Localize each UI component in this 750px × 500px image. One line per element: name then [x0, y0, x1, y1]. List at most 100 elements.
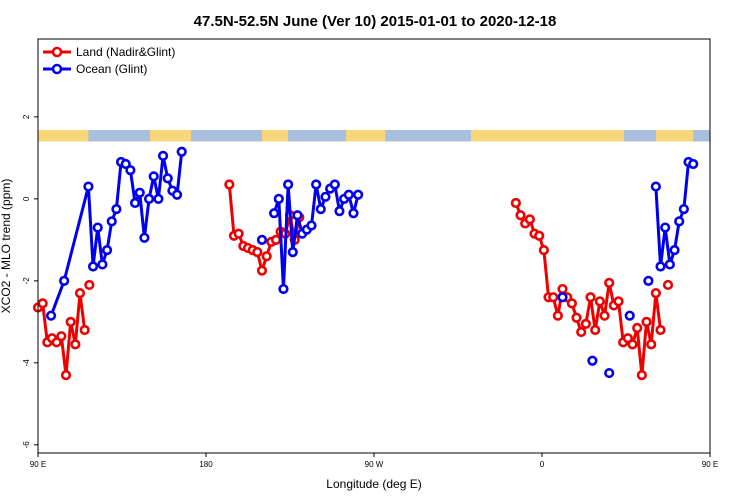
land-data-point [515, 210, 526, 221]
land-data-point [590, 324, 601, 336]
ocean-data-point [162, 173, 173, 184]
land-data-point [594, 296, 605, 307]
land-data-point [252, 247, 263, 258]
ocean-data-point [669, 244, 680, 256]
ocean-data-point [134, 187, 145, 198]
land-data-point [37, 298, 48, 309]
ocean-data-point [139, 232, 150, 243]
ocean-data-point [87, 261, 99, 272]
y-tick-label: 2 [22, 114, 31, 119]
legend-land-marker [51, 46, 63, 58]
y-axis-label: XCO2 - MLO trend (ppm) [0, 179, 13, 314]
ocean-data-point [660, 222, 671, 233]
ocean-data-point [292, 210, 303, 221]
ocean-data-point [101, 244, 113, 256]
land-data-point [261, 251, 272, 262]
ocean-data-point [283, 179, 294, 190]
surface-band-ocean [288, 129, 346, 142]
surface-band-ocean [88, 129, 150, 142]
land-data-point [566, 298, 577, 309]
land-data-point [84, 279, 95, 291]
ocean-data-point [45, 310, 57, 321]
legend-ocean-marker [51, 63, 63, 75]
land-data-point [613, 296, 624, 307]
ocean-data-point [148, 171, 159, 182]
ocean-data-point [278, 283, 289, 295]
ocean-data-point [643, 275, 654, 286]
land-data-point [233, 228, 244, 239]
ocean-data-point [348, 208, 359, 219]
land-data-point [604, 277, 615, 288]
y-tick-label: -6 [22, 441, 31, 449]
land-data-point [585, 292, 596, 303]
x-tick-label: 180 [199, 460, 213, 469]
ocean-data-point [353, 189, 364, 200]
land-data-point [256, 265, 268, 276]
ocean-data-point [106, 216, 117, 227]
ocean-data-point [125, 165, 136, 176]
land-data-point [270, 234, 282, 245]
ocean-data-point [92, 222, 103, 233]
ocean-data-point [624, 310, 635, 321]
x-axis-label: Longitude (deg E) [326, 477, 421, 491]
ocean-data-point [83, 181, 94, 192]
ocean-data-point [269, 208, 280, 219]
ocean-data-point [678, 204, 689, 215]
land-data-point [641, 316, 652, 327]
land-data-point [627, 339, 638, 350]
land-data-point [580, 318, 591, 329]
surface-band-ocean [385, 129, 472, 142]
land-data-point [60, 370, 72, 381]
land-data-point [548, 292, 559, 303]
ocean-data-point [315, 204, 326, 215]
land-data-point [524, 214, 535, 225]
land-data-point [650, 288, 661, 299]
ocean-data-point [334, 206, 345, 217]
ocean-data-point [604, 367, 615, 379]
ocean-data-point [311, 179, 322, 190]
ocean-data-point [59, 275, 70, 286]
ocean-data-point [129, 197, 141, 209]
land-data-point [655, 324, 666, 336]
ocean-data-point [650, 181, 661, 192]
land-data-point [557, 283, 568, 295]
land-data-point [70, 339, 81, 350]
land-data-point [74, 288, 86, 299]
x-axis-ticks: 90 E 180 90 W 0 90 E [30, 453, 718, 469]
ocean-data-point [320, 191, 331, 202]
ocean-data-point [273, 193, 284, 204]
ocean-data-point [587, 355, 598, 366]
ocean-data-point [655, 261, 666, 272]
surface-band-ocean [191, 129, 262, 142]
x-tick-label: 90 W [365, 460, 384, 469]
surface-band-ocean [693, 129, 710, 142]
land-data-point [662, 279, 674, 291]
land-data-point [65, 316, 76, 327]
ocean-data-point [111, 204, 122, 215]
land-data-point [56, 331, 67, 342]
legend-ocean-label: Ocean (Glint) [76, 62, 147, 76]
y-axis-ticks: 2 0 -2 -4 -6 [22, 114, 38, 448]
land-data-point [632, 322, 643, 334]
ocean-data-point [557, 292, 568, 303]
ocean-data-point [287, 247, 298, 258]
x-tick-label: 90 E [702, 460, 718, 469]
surface-band [38, 129, 710, 142]
land-data-point [538, 244, 549, 256]
y-tick-label: -4 [22, 359, 31, 367]
ocean-data-point [306, 220, 317, 231]
ocean-data-point [674, 216, 685, 227]
surface-band-land [38, 129, 710, 142]
land-data-point [636, 370, 647, 381]
land-data-point [534, 230, 545, 241]
ocean-data-point [688, 158, 699, 170]
land-data-point [224, 179, 235, 190]
land-data-point [79, 324, 90, 336]
land-data-point [552, 310, 563, 321]
y-tick-label: -2 [22, 277, 31, 285]
legend-land-label: Land (Nadir&Glint) [76, 45, 175, 59]
ocean-data-point [176, 146, 187, 157]
x-tick-label: 0 [540, 460, 545, 469]
